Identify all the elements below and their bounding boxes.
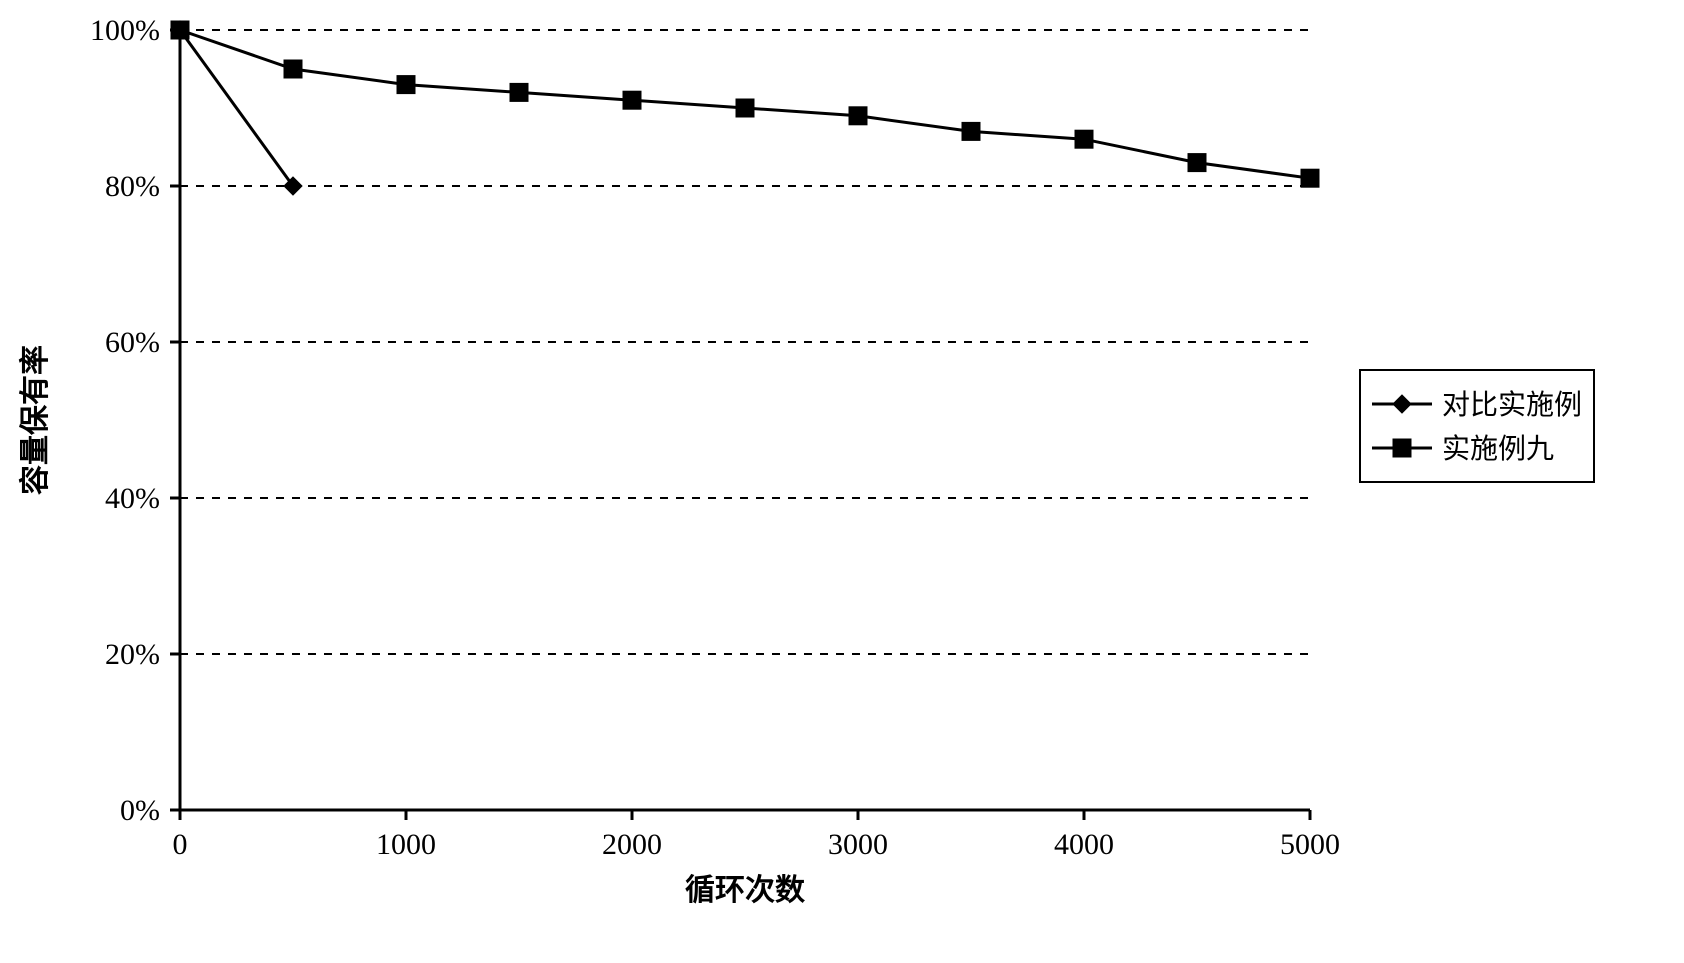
y-tick-label: 0% [120, 794, 160, 827]
x-tick-label: 1000 [376, 828, 436, 861]
marker-square [1075, 130, 1093, 148]
marker-square [1301, 169, 1319, 187]
marker-square [1393, 439, 1411, 457]
marker-square [171, 21, 189, 39]
legend-label: 对比实施例 [1442, 389, 1582, 421]
marker-square [397, 76, 415, 94]
legend: 对比实施例实施例九 [1360, 370, 1594, 482]
marker-square [736, 99, 754, 117]
x-tick-label: 4000 [1054, 828, 1114, 861]
legend-label: 实施例九 [1442, 433, 1554, 465]
marker-square [849, 107, 867, 125]
legend-box [1360, 370, 1594, 482]
y-tick-label: 100% [90, 14, 160, 47]
chart-container: 0 1000 2000 3000 4000 5000 0% 20% 40% 60% 80% 100% 循… [0, 0, 1684, 963]
y-tick-label: 60% [105, 326, 160, 359]
marker-square [284, 60, 302, 78]
marker-square [1188, 154, 1206, 172]
marker-square [962, 122, 980, 140]
x-tick-label: 0 [173, 828, 188, 861]
x-tick-label: 5000 [1280, 828, 1340, 861]
y-axis-title: 容量保有率 [19, 345, 52, 495]
x-axis-title: 循环次数 [685, 874, 806, 907]
y-tick-label: 40% [105, 482, 160, 515]
x-tick-label: 3000 [828, 828, 888, 861]
marker-square [623, 91, 641, 109]
y-tick-label: 20% [105, 638, 160, 671]
x-tick-label: 2000 [602, 828, 662, 861]
y-tick-label: 80% [105, 170, 160, 203]
marker-square [510, 83, 528, 101]
line-chart: 0 1000 2000 3000 4000 5000 0% 20% 40% 60% 80% 100% 循… [0, 0, 1684, 963]
